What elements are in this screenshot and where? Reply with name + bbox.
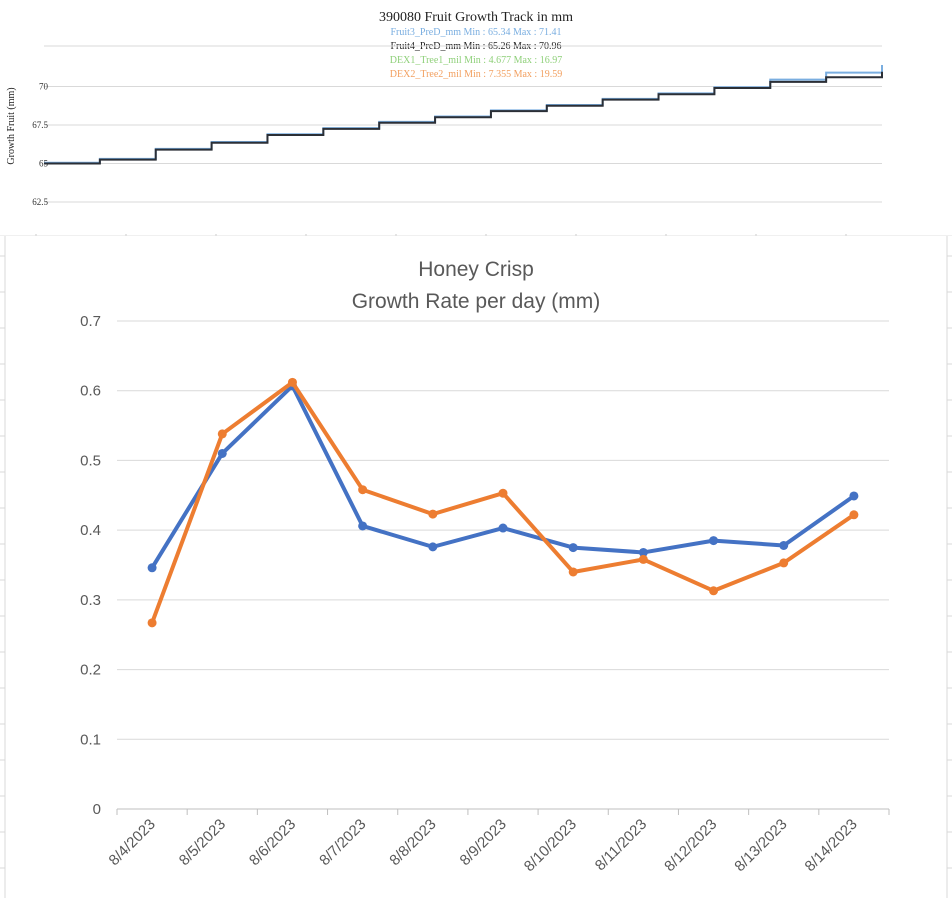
growth-rate-x-ticks: 8/4/2023 8/5/2023 8/6/2023 8/7/2023 8/8/2023… (106, 809, 890, 875)
legend-entry: DEX2_Tree2_mil Min : 7.355 Max : 19.59 (390, 69, 562, 80)
data-point (568, 543, 578, 553)
growth-track-series (44, 64, 883, 165)
growth-rate-chart-panel: Honey Crisp Growth Rate per day (mm) 0.7… (0, 236, 952, 898)
y-tick-label: 0.2 (80, 662, 101, 679)
data-point (358, 521, 368, 531)
x-tick-label: 8/14/2023 (802, 816, 861, 875)
y-tick-label: 0.5 (80, 452, 101, 469)
x-tick-label: 8/8/2023 (386, 816, 439, 869)
x-tick-label: 8/5/2023 (176, 816, 229, 869)
y-tick-label: 0.6 (80, 383, 101, 400)
y-tick-label: 62.5 (32, 197, 48, 207)
chart-frame (0, 236, 952, 898)
y-tick-label: 65 (39, 159, 49, 169)
x-tick-label: 8/7/2023 (316, 816, 369, 869)
y-tick-label: 0.4 (80, 522, 101, 539)
growth-rate-series (147, 377, 859, 628)
growth-rate-subtitle: Growth Rate per day (mm) (352, 290, 601, 313)
growth-rate-y-ticks: 0.7 0.6 0.5 0.4 0.3 0.2 0.1 0 (80, 313, 101, 818)
data-point (428, 542, 438, 552)
data-point (217, 448, 227, 458)
growth-track-title: 390080 Fruit Growth Track in mm (379, 10, 573, 25)
series-line-Fruit4_PreD_mm (44, 71, 883, 165)
data-point (779, 540, 789, 550)
data-point (779, 558, 789, 568)
y-tick-label: 0.1 (80, 731, 101, 748)
legend-entry: DEX1_Tree1_mil Min : 4.677 Max : 16.97 (390, 55, 562, 66)
growth-rate-chart: Honey Crisp Growth Rate per day (mm) 0.7… (0, 236, 952, 898)
data-point (568, 567, 578, 577)
x-tick-label: 8/11/2023 (592, 816, 650, 874)
growth-track-y-ticks: 70 67.5 65 62.5 (32, 82, 48, 208)
data-point (217, 429, 227, 439)
x-tick-label: 8/13/2023 (731, 816, 790, 875)
x-tick-label: 8/4/2023 (106, 816, 159, 869)
data-point (638, 547, 648, 557)
legend-entry: Fruit3_PreD_mm Min : 65.34 Max : 71.41 (390, 27, 561, 38)
data-point (498, 488, 508, 498)
data-point (147, 563, 157, 573)
growth-track-legend: Fruit3_PreD_mm Min : 65.34 Max : 71.41Fr… (390, 27, 562, 80)
x-tick-label: 8/6/2023 (246, 816, 299, 869)
series-line-1 (150, 383, 856, 570)
data-point (498, 523, 508, 533)
growth-track-chart-panel: 390080 Fruit Growth Track in mm Fruit3_P… (0, 0, 952, 238)
growth-track-chart: 390080 Fruit Growth Track in mm Fruit3_P… (0, 10, 952, 238)
data-point (147, 618, 157, 628)
data-point (709, 536, 719, 546)
x-tick-label: 8/12/2023 (661, 816, 720, 875)
data-point (849, 491, 859, 501)
data-point (638, 554, 648, 564)
data-point (287, 377, 297, 387)
x-tick-label: 8/9/2023 (457, 816, 510, 869)
y-tick-label: 0.3 (80, 592, 101, 609)
data-point (358, 485, 368, 495)
y-tick-label: 67.5 (32, 120, 48, 130)
x-tick-label: 8/10/2023 (521, 816, 580, 875)
data-point (849, 510, 859, 520)
y-tick-label: 0 (93, 801, 101, 818)
y-tick-label: 70 (39, 82, 49, 92)
growth-track-y-axis-label: Growth Fruit (mm) (6, 87, 17, 164)
data-point (709, 586, 719, 596)
data-point (428, 509, 438, 519)
y-tick-label: 0.7 (80, 313, 101, 330)
growth-rate-title: Honey Crisp (418, 258, 534, 281)
